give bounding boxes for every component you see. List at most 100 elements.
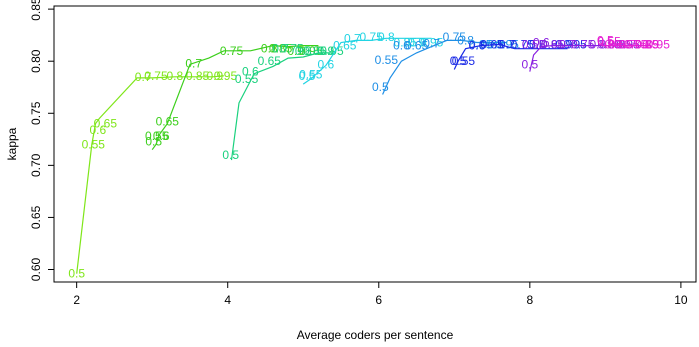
y-axis-label: kappa [5, 127, 19, 160]
point-label: 0.75 [571, 38, 595, 52]
series-line [151, 44, 319, 151]
point-label: 0.55 [235, 72, 259, 86]
point-label: 0.55 [299, 68, 323, 82]
point-label: 0.65 [156, 115, 180, 129]
point-label: 0.95 [214, 69, 238, 83]
point-label: 0.6 [469, 39, 486, 53]
point-label: 0.55 [375, 53, 399, 67]
x-axis-label: Average coders per sentence [297, 328, 454, 342]
y-tick-label: 0.65 [29, 205, 43, 229]
series-line [76, 75, 224, 274]
point-label: 0.7 [499, 38, 516, 52]
point-label: 0.6 [393, 39, 410, 53]
series-2: 0.50.550.60.650.70.75 0.80.850.90.95 [145, 42, 323, 151]
point-label: 0.75 [280, 42, 304, 56]
x-tick-label: 2 [73, 293, 80, 307]
point-label: 0.9 [318, 44, 335, 58]
point-label: 0.55 [82, 138, 106, 152]
point-label: 0.7 [423, 36, 440, 50]
point-label: 0.9 [408, 35, 425, 49]
y-axis: 0.60 0.65 0.70 0.75 0.80 0.85 [29, 0, 54, 281]
series-6: 0.50.550.60.650.70.750.80.850.90.95 [450, 38, 587, 70]
point-label: 0.55 [145, 129, 169, 143]
point-label: 0.7 [344, 31, 361, 45]
series-layer: 0.50.550.60.650.70.750.8 0.850.90.950.50.… [68, 30, 670, 280]
point-label: 0.75 [443, 30, 467, 44]
point-label: 0.65 [258, 54, 282, 68]
point-label: 0.8 [635, 38, 652, 52]
y-tick-label: 0.80 [29, 49, 43, 73]
point-label: 0.9 [207, 69, 224, 83]
point-label: 0.95 [616, 38, 640, 52]
point-label: 0.7 [272, 42, 289, 56]
point-label: 0.5 [521, 57, 538, 71]
point-label: 0.65 [333, 39, 357, 53]
point-label: 0.8 [589, 38, 606, 52]
series-line [230, 52, 334, 161]
series-7: 0.50.550.60.650.70.750.80.850.90.95 [521, 35, 640, 72]
point-label: 0.75 [220, 44, 244, 58]
point-label: 0.7 [185, 56, 202, 70]
y-tick-label: 0.60 [29, 257, 43, 281]
point-label: 0.85 [469, 38, 493, 52]
point-label: 0.6 [242, 65, 259, 79]
point-label: 0.5 [597, 33, 614, 47]
point-label: 0.6 [318, 57, 335, 71]
point-label: 0.65 [541, 38, 565, 52]
point-label: 0.85 [394, 35, 418, 49]
point-label: 0.95 [420, 35, 444, 49]
point-label: 0.9 [642, 38, 659, 52]
x-tick-label: 4 [224, 293, 231, 307]
point-label: 0.65 [405, 39, 429, 53]
x-tick-label: 6 [375, 293, 382, 307]
point-label: 0.65 [609, 38, 633, 52]
point-label: 0.85 [541, 38, 565, 52]
x-axis: 2 4 6 8 10 [73, 282, 688, 307]
series-line [302, 37, 432, 85]
point-label: 0.55 [452, 54, 476, 68]
point-label: 0.75 [360, 30, 384, 44]
series-5: 0.50.550.60.650.7 0.750.80.850.90.95 [372, 30, 519, 95]
point-label: 0.8 [457, 33, 474, 47]
point-label: 0.85 [635, 38, 659, 52]
point-label: 0.85 [269, 42, 293, 56]
point-label: 0.65 [94, 117, 118, 131]
point-label: 0.55 [522, 38, 546, 52]
point-label: 0.5 [222, 148, 239, 162]
point-label: 0.9 [555, 38, 572, 52]
point-label: 0.7 [620, 38, 637, 52]
y-tick-label: 0.85 [29, 0, 43, 21]
point-label: 0.85 [303, 44, 327, 58]
series-line [382, 39, 508, 95]
y-tick-label: 0.70 [29, 153, 43, 177]
point-label: 0.85 [597, 38, 621, 52]
point-label: 0.5 [450, 54, 467, 68]
point-label: 0.85 [186, 69, 210, 83]
point-label: 0.8 [378, 30, 395, 44]
point-label: 0.8 [261, 42, 278, 56]
point-label: 0.95 [299, 44, 323, 58]
point-label: 0.7 [559, 38, 576, 52]
point-label: 0.6 [153, 129, 170, 143]
point-label: 0.75 [624, 38, 648, 52]
point-label: 0.9 [287, 44, 304, 58]
point-label: 0.5 [372, 80, 389, 94]
point-label: 0.5 [299, 69, 316, 83]
x-tick-label: 8 [526, 293, 533, 307]
point-label: 0.5 [68, 267, 85, 281]
point-label: 0.75 [511, 38, 535, 52]
plot-frame [53, 5, 697, 283]
point-label: 0.6 [533, 35, 550, 49]
point-label: 0.7 [135, 70, 152, 84]
point-label: 0.6 [605, 38, 622, 52]
point-label: 0.75 [144, 69, 168, 83]
point-label: 0.6 [89, 123, 106, 137]
point-label: 0.8 [529, 38, 546, 52]
point-label: 0.5 [145, 134, 162, 148]
series-1: 0.50.550.60.650.70.750.8 0.850.90.95 [68, 69, 237, 281]
point-label: 0.95 [563, 38, 587, 52]
series-4: 0.50.550.60.650.70.750.80.850.90.95 [299, 30, 444, 85]
point-label: 0.9 [608, 38, 625, 52]
series-3: 0.50.550.60.650.70.750.80.850.90.95 [222, 42, 344, 162]
